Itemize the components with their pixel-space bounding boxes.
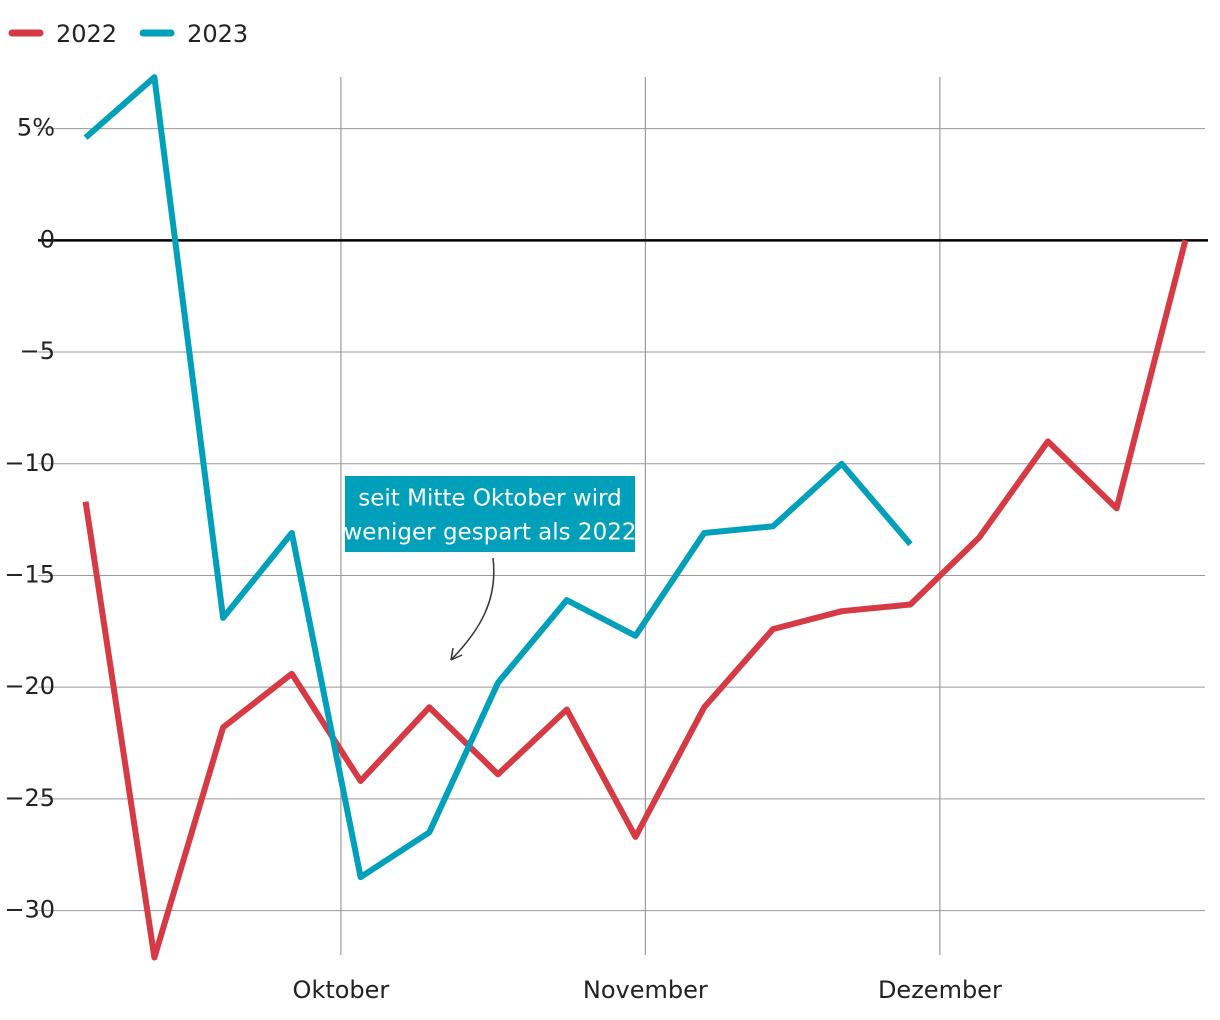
y-tick-label: 5% <box>17 114 55 142</box>
annotation-arrow <box>450 557 495 661</box>
series-line <box>82 239 1189 961</box>
y-tick-label: −15 <box>4 560 55 588</box>
x-tick-label: Dezember <box>878 976 1002 1004</box>
y-tick-label: −30 <box>4 896 55 924</box>
y-tick-label: −10 <box>4 449 55 477</box>
annotation-text: seit Mitte Oktober wird <box>358 486 621 512</box>
annotation-box <box>345 476 635 552</box>
legend-label: 2023 <box>187 20 248 48</box>
y-tick-label: 0 <box>40 225 55 253</box>
x-tick-label: Oktober <box>293 976 390 1004</box>
y-tick-label: −25 <box>4 784 55 812</box>
x-tick-label: November <box>583 976 708 1004</box>
legend-label: 2022 <box>56 20 117 48</box>
annotation-arrowhead <box>450 647 463 661</box>
y-tick-label: −5 <box>20 337 55 365</box>
series-line <box>83 74 913 881</box>
annotation-text: weniger gespart als 2022 <box>344 520 637 546</box>
y-tick-label: −20 <box>4 672 55 700</box>
